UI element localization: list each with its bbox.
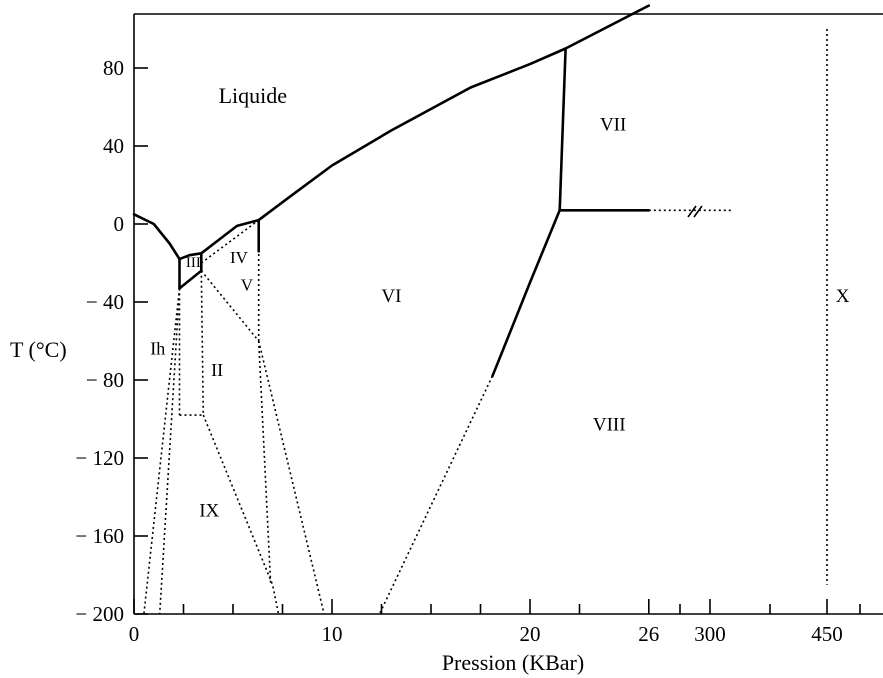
region-label-v: V	[241, 275, 254, 294]
y-tick-label: − 80	[86, 368, 124, 392]
axis-break-mark	[687, 205, 703, 218]
y-tick-label: 80	[103, 56, 124, 80]
region-label-ix: IX	[199, 501, 219, 522]
region-label-vii: VII	[600, 114, 626, 135]
region-label-iv: IV	[230, 248, 249, 267]
y-tick-label: − 200	[75, 602, 124, 626]
region-label-iii: III	[186, 255, 201, 271]
dotted-boundary-ii-ix-right	[200, 270, 205, 416]
y-tick-label: 40	[103, 134, 124, 158]
dotted-boundary-vi-lower-right	[257, 340, 325, 615]
x-tick-label: 300	[694, 622, 726, 646]
x-tick-label: 26	[638, 622, 659, 646]
dotted-boundary-ii-v	[200, 270, 260, 342]
dotted-boundary-ih-ix-left	[143, 288, 181, 615]
x-axis-title: Pression (KBar)	[442, 650, 584, 675]
solid-boundary-iii-liquide	[178, 252, 203, 261]
axes	[133, 13, 883, 615]
axis-break-stroke-2	[693, 205, 703, 218]
x-tick-label: 450	[811, 622, 843, 646]
y-ticks: 80 40 0 − 40 − 80 − 120 − 160 − 200	[75, 56, 148, 626]
dotted-boundary-iv-v	[200, 219, 260, 264]
solid-boundary-ih-liquide	[132, 213, 181, 261]
dotted-boundary-ix-vi	[202, 414, 280, 615]
region-label-ih: Ih	[150, 339, 165, 359]
x-tick-label: 0	[129, 622, 140, 646]
y-tick-label: − 160	[75, 524, 124, 548]
y-tick-label: 0	[114, 212, 125, 236]
dotted-boundaries	[143, 29, 828, 615]
x-ticks: 0 10 20 26 300 450	[129, 599, 861, 646]
y-tick-label: − 40	[86, 290, 124, 314]
region-label-ii: II	[211, 360, 223, 380]
solid-boundary-vi-liquide	[257, 4, 651, 222]
region-label-viii: VIII	[593, 415, 626, 436]
region-label-vi: VI	[381, 286, 401, 307]
solid-boundary-ih-ii	[178, 269, 203, 290]
y-axis-title: T (°C)	[10, 337, 67, 362]
x-tick-label: 20	[520, 622, 541, 646]
solid-boundaries	[132, 4, 651, 378]
solid-boundary-v-liquide	[200, 218, 260, 255]
region-label-x: X	[836, 286, 850, 307]
dotted-boundary-vi-lower-left	[257, 340, 272, 583]
dotted-boundary-vi-viii-low	[378, 375, 494, 615]
solid-boundary-vi-viii	[491, 209, 561, 378]
region-label-liquide: Liquide	[219, 83, 287, 108]
dotted-boundary-ii-ix-left	[158, 288, 181, 615]
solid-boundary-vii-liquide	[558, 47, 567, 212]
x-tick-label: 10	[322, 622, 343, 646]
axis-break-stroke-1	[687, 205, 697, 218]
y-tick-label: − 120	[75, 446, 124, 470]
